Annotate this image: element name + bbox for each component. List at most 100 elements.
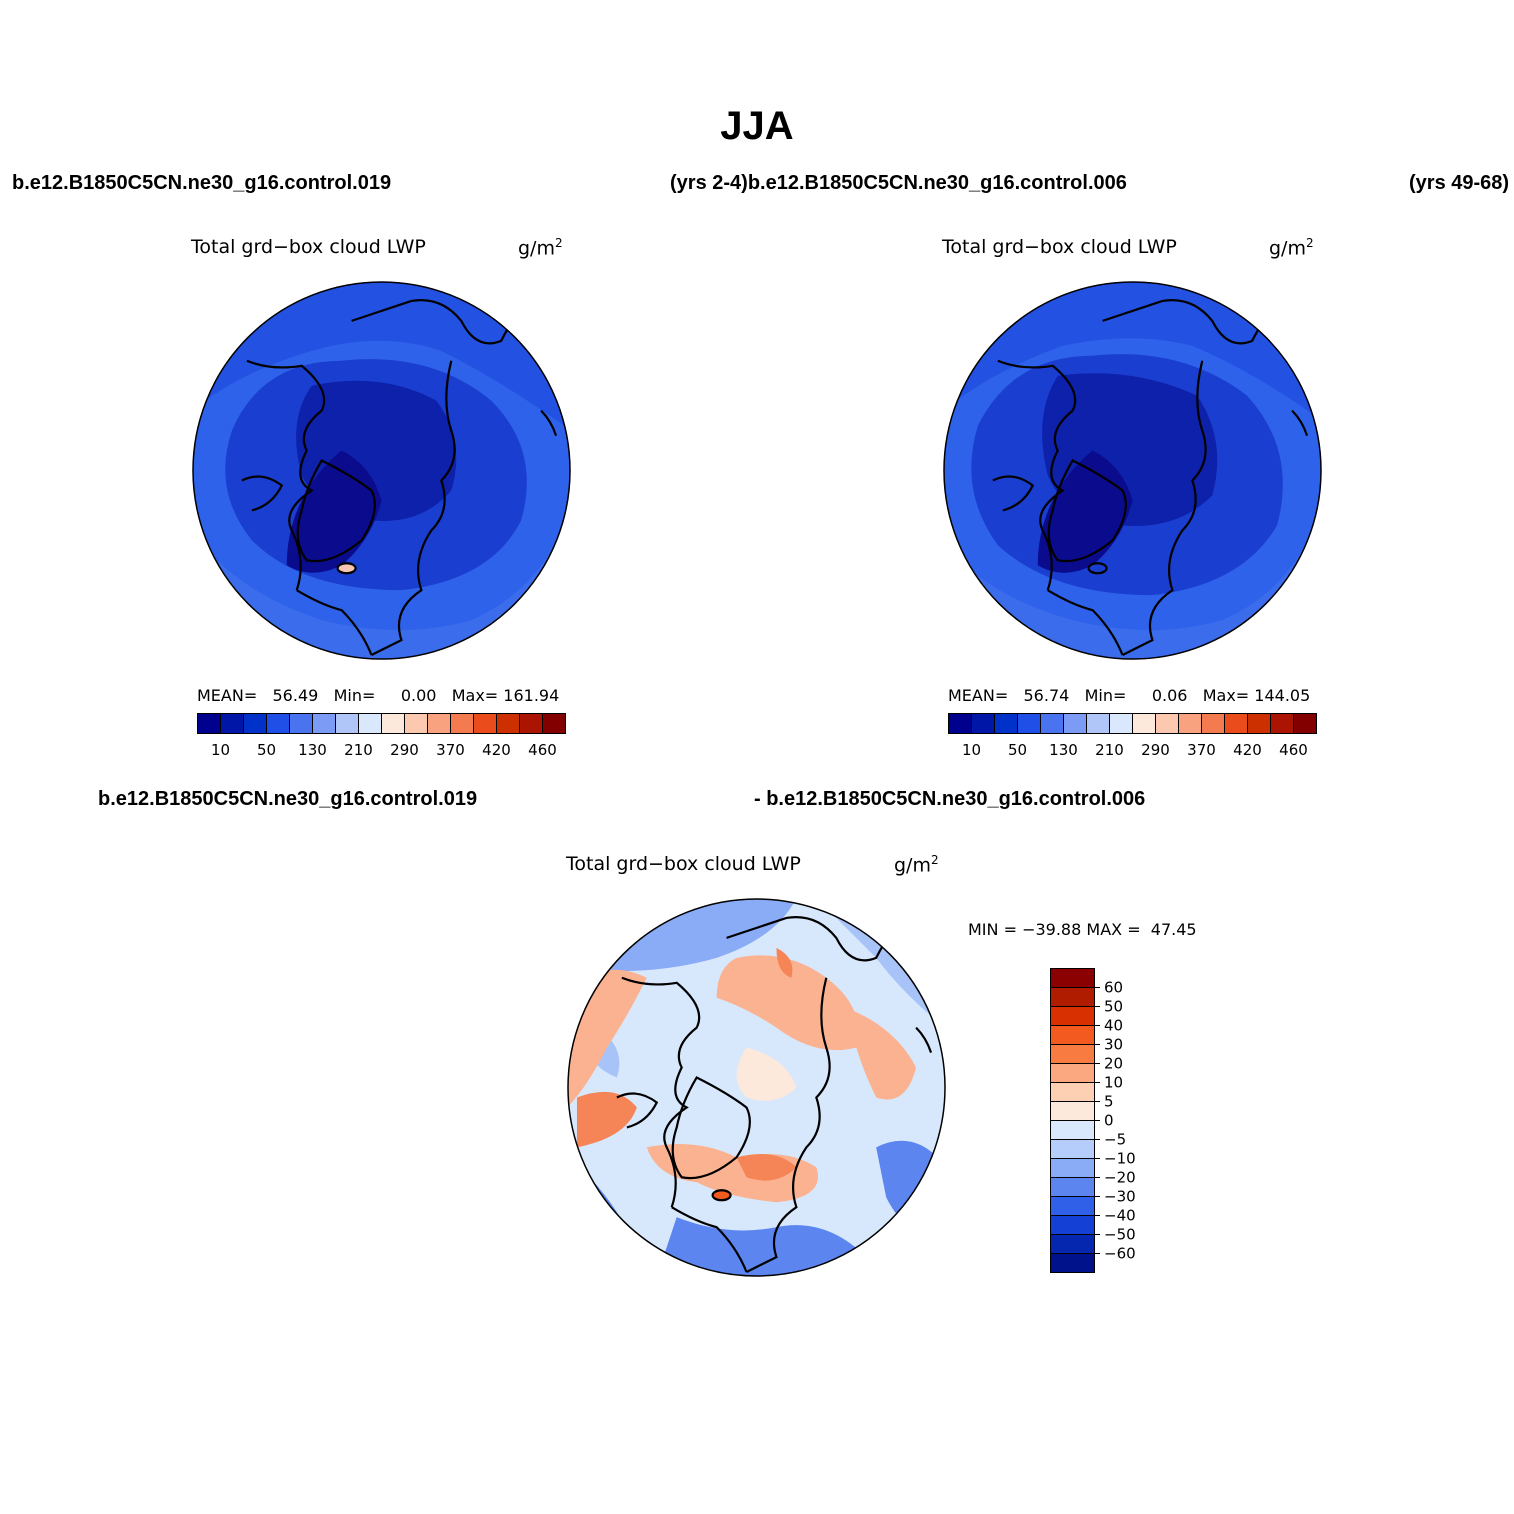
panel2-colorbar-box bbox=[1178, 713, 1202, 734]
panel1-colorbar-label: 130 bbox=[298, 741, 327, 759]
panel2-colorbar-label: 420 bbox=[1233, 741, 1262, 759]
panel1-map-border bbox=[192, 281, 571, 660]
panel2-colorbar-box bbox=[971, 713, 995, 734]
panel2-colorbar-box bbox=[1224, 713, 1248, 734]
panel3-colorbar-label: −30 bbox=[1104, 1188, 1136, 1206]
panel1-colorbar-box bbox=[220, 713, 244, 734]
panel3-field-neutral-pole bbox=[736, 1047, 797, 1101]
panel3-colorbar-box bbox=[1050, 1101, 1095, 1121]
panel1-colorbar-box bbox=[404, 713, 428, 734]
panel3-field-warm-arctic-core bbox=[776, 947, 793, 978]
panel3-colorbar-box bbox=[1050, 987, 1095, 1007]
panel1-colorbar-label: 420 bbox=[482, 741, 511, 759]
panel2-colorbar-box bbox=[1040, 713, 1064, 734]
panel1-stats: MEAN= 56.49 Min= 0.00 Max= 161.94 bbox=[197, 686, 560, 705]
panel3-colorbar-box bbox=[1050, 1177, 1095, 1197]
panel1-colorbar-label: 460 bbox=[528, 741, 557, 759]
panel2-colorbar-label: 50 bbox=[1008, 741, 1027, 759]
panel1-colorbar-box bbox=[519, 713, 543, 734]
panel2-colorbar-label: 210 bbox=[1095, 741, 1124, 759]
panel1-colorbar-box bbox=[335, 713, 359, 734]
panel3-colorbar-label: −50 bbox=[1104, 1226, 1136, 1244]
panel2-units: g/m2 bbox=[1269, 236, 1314, 260]
panel2-map-border bbox=[943, 281, 1322, 660]
panel2-colorbar-box bbox=[1063, 713, 1087, 734]
panel1-polar-map bbox=[192, 281, 571, 660]
panel3-colorbar-label: −20 bbox=[1104, 1169, 1136, 1187]
panel1-field-iceland-patch bbox=[337, 563, 356, 574]
panel3-colorbar-box bbox=[1050, 1158, 1095, 1178]
header-left-case: b.e12.B1850C5CN.ne30_g16.control.019 bbox=[12, 172, 392, 194]
panel1-field-band-south bbox=[192, 510, 571, 660]
panel1-units: g/m2 bbox=[518, 236, 563, 260]
panel1-colorbar-label: 210 bbox=[344, 741, 373, 759]
panel3-colorbar-label: 40 bbox=[1104, 1017, 1123, 1035]
panel3-field-iceland-patch bbox=[712, 1189, 731, 1202]
panel3-field-warm-east bbox=[846, 1007, 917, 1100]
panel3-colorbar-box bbox=[1050, 1253, 1095, 1273]
panel2-colorbar-box bbox=[1109, 713, 1133, 734]
panel3-map-border bbox=[567, 898, 946, 1277]
panel1-colorbar: 10 50 130 210 290 370 420 460 bbox=[197, 713, 566, 759]
panel1-field-band-north bbox=[192, 281, 571, 431]
header-right-years: (yrs 49-68) bbox=[1409, 172, 1510, 194]
panel3-colorbar-label: 30 bbox=[1104, 1036, 1123, 1054]
panel1-colorbar-box bbox=[197, 713, 221, 734]
header-diff-case-a: b.e12.B1850C5CN.ne30_g16.control.019 bbox=[98, 788, 478, 810]
panel3-field-blue-southeast bbox=[876, 1140, 946, 1248]
header-diff-case-b: - b.e12.B1850C5CN.ne30_g16.control.006 bbox=[754, 788, 1146, 810]
panel3-colorbar-box bbox=[1050, 1025, 1095, 1045]
panel1-colorbar-box bbox=[381, 713, 405, 734]
panel2-colorbar-box bbox=[948, 713, 972, 734]
panel1-variable-title: Total grd−box cloud LWP bbox=[191, 236, 426, 258]
panel3-colorbar-label: −40 bbox=[1104, 1207, 1136, 1225]
panel2-colorbar-label: 10 bbox=[962, 741, 981, 759]
panel2-variable-title: Total grd−box cloud LWP bbox=[942, 236, 1177, 258]
panel2-colorbar-label: 460 bbox=[1279, 741, 1308, 759]
panel2-colorbar-label: 370 bbox=[1187, 741, 1216, 759]
panel2-stats: MEAN= 56.74 Min= 0.06 Max= 144.05 bbox=[948, 686, 1311, 705]
panel1-colorbar-box bbox=[496, 713, 520, 734]
panel3-colorbar-box bbox=[1050, 968, 1095, 988]
panel2-colorbar-box bbox=[1132, 713, 1156, 734]
panel3-colorbar-label: 20 bbox=[1104, 1055, 1123, 1073]
panel3-colorbar-label: 50 bbox=[1104, 998, 1123, 1016]
panel1-colorbar-box bbox=[289, 713, 313, 734]
panel1-colorbar-box bbox=[312, 713, 336, 734]
panel3-colorbar-label: −10 bbox=[1104, 1150, 1136, 1168]
panel3-variable-title: Total grd−box cloud LWP bbox=[566, 853, 801, 875]
panel3-colorbar-label: 10 bbox=[1104, 1074, 1123, 1092]
panel2-colorbar-box bbox=[1155, 713, 1179, 734]
panel3-difference-polar-map bbox=[567, 898, 946, 1277]
header-left-years-right-case: (yrs 2-4)b.e12.B1850C5CN.ne30_g16.contro… bbox=[670, 172, 1127, 194]
panel2-colorbar-label: 290 bbox=[1141, 741, 1170, 759]
panel1-colorbar-box bbox=[450, 713, 474, 734]
panel3-colorbar-box bbox=[1050, 1044, 1095, 1064]
panel2-colorbar-box bbox=[1201, 713, 1225, 734]
panel1-colorbar-box bbox=[266, 713, 290, 734]
panel1-colorbar-box bbox=[243, 713, 267, 734]
panel3-field-warm-atlantic-core bbox=[736, 1153, 797, 1181]
panel1-colorbar-label: 370 bbox=[436, 741, 465, 759]
panel3-colorbar-box bbox=[1050, 1082, 1095, 1102]
panel2-field-band-north bbox=[943, 281, 1322, 421]
panel2-colorbar-label: 130 bbox=[1049, 741, 1078, 759]
panel2-colorbar-box bbox=[1293, 713, 1317, 734]
panel2-colorbar-box bbox=[1247, 713, 1271, 734]
panel1-colorbar-label: 50 bbox=[257, 741, 276, 759]
panel3-field-blue-south bbox=[656, 1217, 867, 1277]
panel3-colorbar-label: −60 bbox=[1104, 1245, 1136, 1263]
panel2-colorbar-box bbox=[994, 713, 1018, 734]
panel3-field-warm-west-core bbox=[576, 1091, 637, 1148]
panel3-units: g/m2 bbox=[894, 853, 939, 877]
panel3-colorbar-label: −5 bbox=[1104, 1131, 1126, 1149]
panel1-colorbar-label: 10 bbox=[211, 741, 230, 759]
panel3-colorbar-box bbox=[1050, 1196, 1095, 1216]
panel3-colorbar-label: 0 bbox=[1104, 1112, 1114, 1130]
panel1-colorbar-box bbox=[358, 713, 382, 734]
panel3-colorbar-box bbox=[1050, 1120, 1095, 1140]
panel3-colorbar-box bbox=[1050, 1063, 1095, 1083]
panel1-colorbar-box bbox=[473, 713, 497, 734]
panel3-stats: MIN = −39.88 MAX = 47.45 bbox=[968, 920, 1197, 939]
